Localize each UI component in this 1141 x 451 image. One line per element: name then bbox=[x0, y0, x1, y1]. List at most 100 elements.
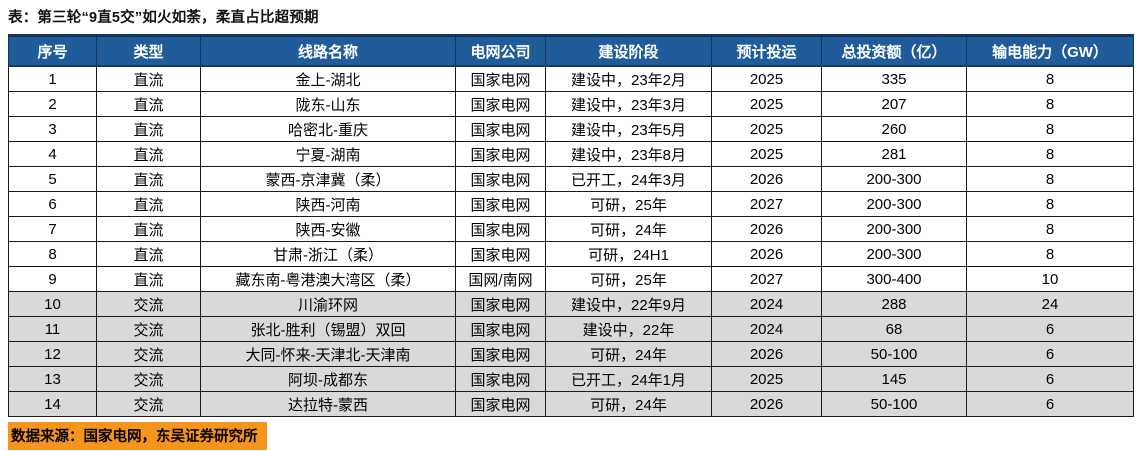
transmission-lines-table: 序号 类型 线路名称 电网公司 建设阶段 预计投运 总投资额（亿） 输电能力（GW） 1 直流金… bbox=[8, 34, 1134, 417]
table-row: 9 直流 藏东南-粤港澳大湾区（柔） 国网/南网 可研，25年 2027 300-400 10 bbox=[8, 266, 1134, 292]
cell-capacity: 6 bbox=[966, 391, 1134, 417]
cell-capacity: 6 bbox=[966, 366, 1134, 392]
cell-capacity: 8 bbox=[966, 91, 1134, 117]
cell-seq: 11 bbox=[8, 316, 97, 342]
cell-name: 藏东南-粤港澳大湾区（柔） bbox=[200, 266, 456, 292]
table-row: 14 交流 达拉特-蒙西 国家电网 可研，24年 2026 50-100 6 bbox=[8, 391, 1134, 417]
table-row: 11 交流 张北-胜利（锡盟）双回 国家电网 建设中，22年 2024 68 6 bbox=[8, 316, 1134, 342]
cell-capacity: 8 bbox=[966, 141, 1134, 167]
cell-company: 国家电网 bbox=[455, 191, 546, 217]
cell-company: 国家电网 bbox=[455, 91, 546, 117]
cell-year: 2024 bbox=[711, 291, 822, 317]
cell-type: 直流 bbox=[96, 191, 201, 217]
cell-year: 2026 bbox=[711, 241, 822, 267]
table-row: 12 交流 大同-怀来-天津北-天津南 国家电网 可研，24年 2026 50-100 6 bbox=[8, 341, 1134, 367]
cell-stage: 建设中，23年8月 bbox=[545, 141, 712, 167]
cell-invest: 335 bbox=[821, 65, 967, 92]
cell-stage: 建设中，23年5月 bbox=[545, 116, 712, 142]
cell-company: 国网/南网 bbox=[455, 266, 546, 292]
cell-seq: 4 bbox=[8, 141, 97, 167]
cell-type: 交流 bbox=[96, 291, 201, 317]
cell-invest: 68 bbox=[821, 316, 967, 342]
cell-company: 国家电网 bbox=[455, 166, 546, 192]
table-row: 6 直流 陕西-河南 国家电网 可研，25年 2027 200-300 8 bbox=[8, 191, 1134, 217]
cell-seq: 8 bbox=[8, 241, 97, 267]
table-row: 2 直流 陇东-山东 国家电网 建设中，23年3月 2025 207 8 bbox=[8, 91, 1134, 117]
cell-capacity: 8 bbox=[966, 116, 1134, 142]
cell-year: 2026 bbox=[711, 216, 822, 242]
cell-seq: 7 bbox=[8, 216, 97, 242]
cell-name: 宁夏-湖南 bbox=[200, 141, 456, 167]
table-title: 表：第三轮“9直5交”如火如荼，柔直占比超预期 bbox=[8, 10, 319, 26]
cell-seq: 13 bbox=[8, 366, 97, 392]
column-header-0: 序号 bbox=[8, 35, 97, 67]
cell-year: 2026 bbox=[711, 166, 822, 192]
cell-year: 2025 bbox=[711, 366, 822, 392]
cell-name: 大同-怀来-天津北-天津南 bbox=[200, 341, 456, 367]
column-header-2: 线路名称 bbox=[200, 35, 456, 67]
cell-company: 国家电网 bbox=[455, 65, 546, 92]
cell-year: 2025 bbox=[711, 141, 822, 167]
cell-type: 交流 bbox=[96, 341, 201, 367]
cell-capacity: 8 bbox=[966, 65, 1134, 92]
cell-capacity: 8 bbox=[966, 241, 1134, 267]
cell-company: 国家电网 bbox=[455, 216, 546, 242]
cell-type: 直流 bbox=[96, 65, 201, 92]
header-row: 序号 类型 线路名称 电网公司 建设阶段 预计投运 总投资额（亿） 输电能力（GW） bbox=[8, 35, 1134, 67]
cell-stage: 建设中，22年 bbox=[545, 316, 712, 342]
cell-year: 2025 bbox=[711, 116, 822, 142]
cell-seq: 2 bbox=[8, 91, 97, 117]
cell-capacity: 24 bbox=[966, 291, 1134, 317]
cell-year: 2026 bbox=[711, 341, 822, 367]
cell-name: 陇东-山东 bbox=[200, 91, 456, 117]
cell-invest: 281 bbox=[821, 141, 967, 167]
cell-year: 2024 bbox=[711, 316, 822, 342]
cell-seq: 9 bbox=[8, 266, 97, 292]
cell-seq: 6 bbox=[8, 191, 97, 217]
cell-capacity: 6 bbox=[966, 316, 1134, 342]
cell-company: 国家电网 bbox=[455, 241, 546, 267]
cell-name: 川渝环网 bbox=[200, 291, 456, 317]
cell-stage: 建设中，23年2月 bbox=[545, 65, 712, 92]
cell-type: 直流 bbox=[96, 216, 201, 242]
cell-invest: 200-300 bbox=[821, 191, 967, 217]
cell-name: 蒙西-京津冀（柔） bbox=[200, 166, 456, 192]
cell-type: 直流 bbox=[96, 241, 201, 267]
table-row: 1 直流 金上-湖北 国家电网 建设中，23年2月 2025 335 8 bbox=[8, 65, 1134, 92]
source-note: 数据来源：国家电网，东吴证券研究所 bbox=[8, 422, 267, 450]
cell-capacity: 8 bbox=[966, 166, 1134, 192]
cell-capacity: 8 bbox=[966, 216, 1134, 242]
cell-invest: 50-100 bbox=[821, 391, 967, 417]
cell-year: 2026 bbox=[711, 391, 822, 417]
cell-name: 哈密北-重庆 bbox=[200, 116, 456, 142]
cell-type: 直流 bbox=[96, 141, 201, 167]
cell-seq: 3 bbox=[8, 116, 97, 142]
cell-company: 国家电网 bbox=[455, 291, 546, 317]
cell-type: 交流 bbox=[96, 366, 201, 392]
cell-type: 交流 bbox=[96, 316, 201, 342]
cell-stage: 可研，24年 bbox=[545, 341, 712, 367]
cell-invest: 200-300 bbox=[821, 166, 967, 192]
cell-year: 2027 bbox=[711, 191, 822, 217]
table-row: 10 交流 川渝环网 国家电网 建设中，22年9月 2024 288 24 bbox=[8, 291, 1134, 317]
cell-name: 陕西-河南 bbox=[200, 191, 456, 217]
cell-company: 国家电网 bbox=[455, 141, 546, 167]
cell-invest: 288 bbox=[821, 291, 967, 317]
cell-type: 直流 bbox=[96, 166, 201, 192]
cell-year: 2025 bbox=[711, 91, 822, 117]
cell-year: 2027 bbox=[711, 266, 822, 292]
table-row: 8 直流 甘肃-浙江（柔） 国家电网 可研，24H1 2026 200-300 8 bbox=[8, 241, 1134, 267]
cell-company: 国家电网 bbox=[455, 341, 546, 367]
cell-invest: 200-300 bbox=[821, 241, 967, 267]
cell-stage: 已开工，24年1月 bbox=[545, 366, 712, 392]
cell-type: 直流 bbox=[96, 91, 201, 117]
cell-company: 国家电网 bbox=[455, 366, 546, 392]
cell-name: 金上-湖北 bbox=[200, 65, 456, 92]
column-header-7: 输电能力（GW） bbox=[966, 35, 1134, 67]
cell-type: 直流 bbox=[96, 116, 201, 142]
cell-stage: 可研，24年 bbox=[545, 391, 712, 417]
cell-type: 交流 bbox=[96, 391, 201, 417]
cell-stage: 可研，25年 bbox=[545, 191, 712, 217]
cell-type: 直流 bbox=[96, 266, 201, 292]
